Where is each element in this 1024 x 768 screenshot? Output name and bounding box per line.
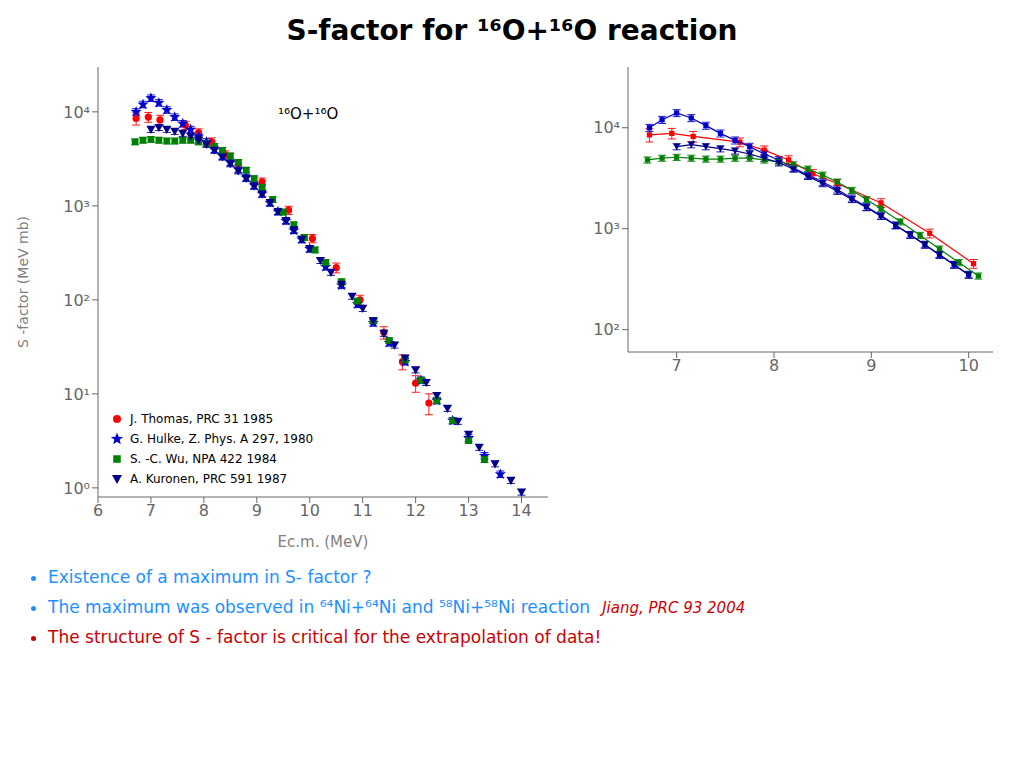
svg-text:10¹: 10¹ [63,385,90,404]
svg-text:S -factor (MeV mb): S -factor (MeV mb) [15,216,31,348]
svg-text:13: 13 [458,501,478,520]
svg-text:8: 8 [769,356,779,375]
svg-text:10⁰: 10⁰ [63,479,90,498]
svg-text:10²: 10² [63,291,90,310]
svg-text:Ec.m. (MeV): Ec.m. (MeV) [278,533,369,551]
svg-text:10: 10 [958,356,978,375]
svg-text:7: 7 [672,356,682,375]
html-text:The maximum was observed in ⁶⁴: The maximum was observed in ⁶⁴Ni+⁶⁴Ni an… [48,597,591,617]
svg-text:8: 8 [199,501,209,520]
svg-text:10⁴: 10⁴ [593,118,620,137]
svg-text:10⁴: 10⁴ [63,103,90,122]
html-text:The structure of S - factor is: The structure of S - factor is critical … [48,627,602,647]
html-text:A. Kuronen, PRC 591 1987: A. Kuronen, PRC 591 1987 [130,472,288,486]
html-text:S-factor for ¹⁶O+¹⁶O reaction: S-factor for ¹⁶O+¹⁶O reaction [286,14,738,47]
html-text:J. Thomas, PRC 31 1985: J. Thomas, PRC 31 1985 [130,412,274,426]
svg-text:10²: 10² [593,320,620,339]
html-text:G. Hulke, Z. Phys. A 297, 1980: G. Hulke, Z. Phys. A 297, 1980 [130,432,314,446]
svg-text:11: 11 [353,501,373,520]
svg-text:7: 7 [146,501,156,520]
svg-text:14: 14 [511,501,531,520]
svg-text:10³: 10³ [593,219,620,238]
html-text:¹⁶O+¹⁶O: ¹⁶O+¹⁶O [278,105,339,123]
svg-text:12: 12 [405,501,425,520]
html-text:S. -C. Wu, NPA 422 1984: S. -C. Wu, NPA 422 1984 [130,452,277,466]
html-text:Existence of a maximum in S- f: Existence of a maximum in S- factor ? [48,567,372,587]
svg-text:10³: 10³ [63,197,90,216]
html-text:Jiang, PRC 93 2004: Jiang, PRC 93 2004 [602,599,746,617]
svg-text:9: 9 [252,501,262,520]
svg-text:9: 9 [866,356,876,375]
svg-text:10: 10 [300,501,320,520]
svg-text:6: 6 [93,501,103,520]
